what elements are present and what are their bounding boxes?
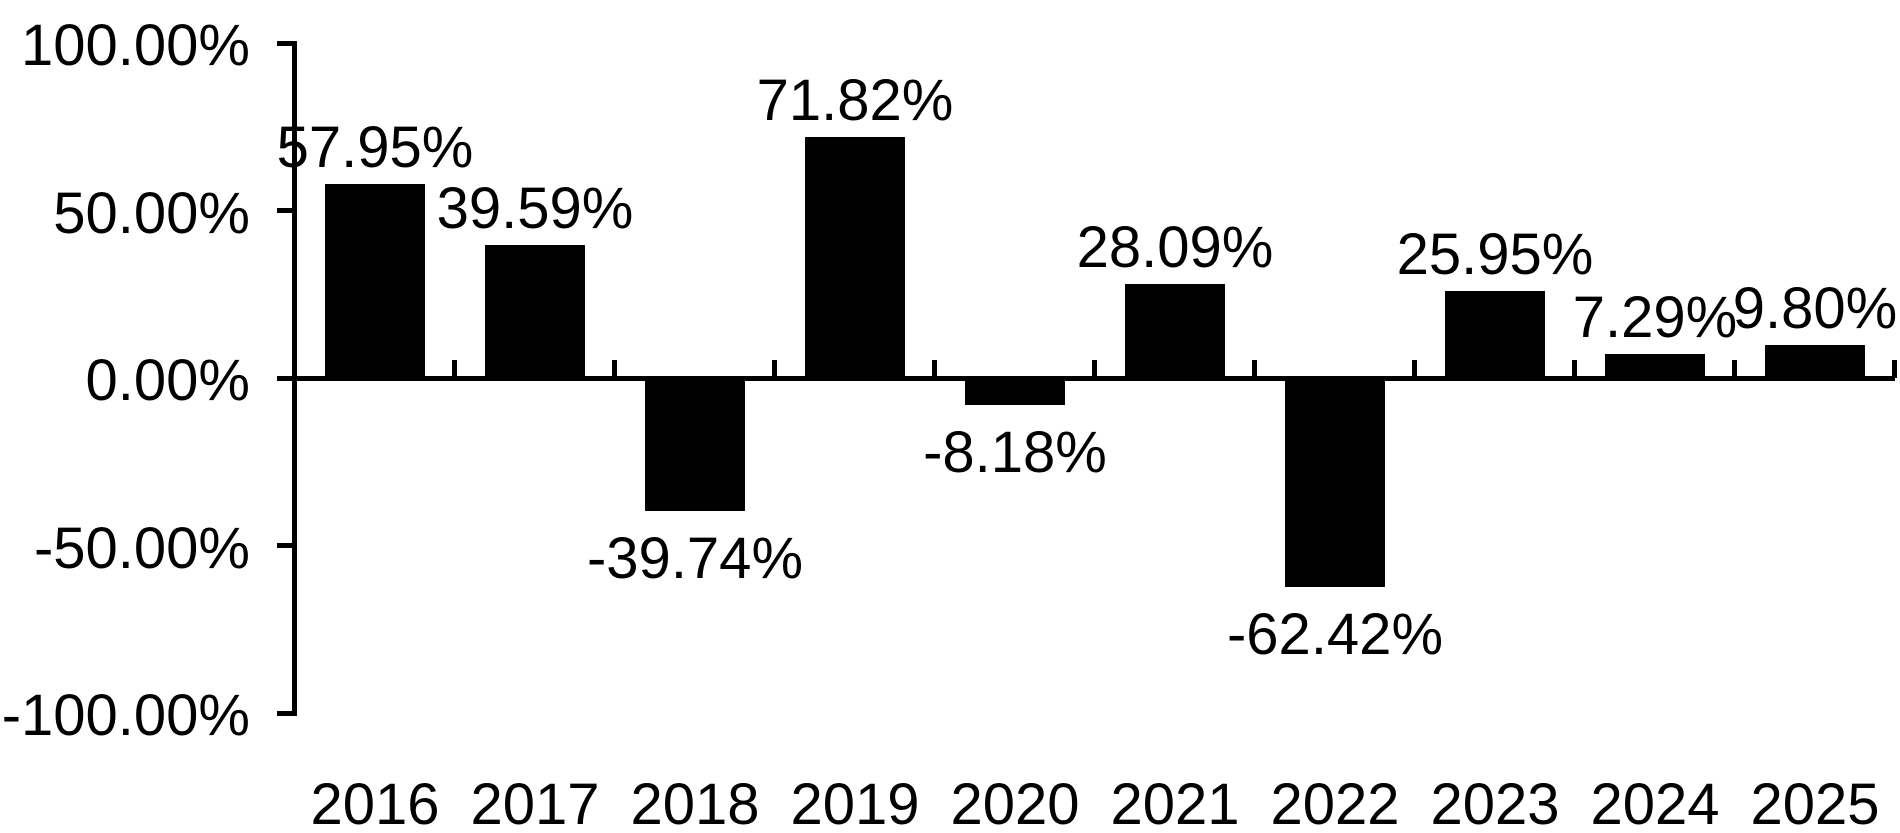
x-tick-label-2022: 2022: [1270, 772, 1400, 833]
x-boundary-tick-6: [1252, 360, 1257, 378]
bar-2021: [1125, 284, 1225, 378]
x-boundary-tick-10: [1892, 360, 1897, 378]
y-axis-label-100: 100.00%: [21, 13, 250, 78]
x-boundary-tick-9: [1732, 360, 1737, 378]
bar-label-2024: 7.29%: [1572, 285, 1738, 350]
x-tick-label-2016: 2016: [310, 772, 440, 833]
x-boundary-tick-4: [932, 360, 937, 378]
bar-label-2017: 39.59%: [436, 176, 634, 241]
x-tick-label-2018: 2018: [630, 772, 760, 833]
x-tick-label-2021: 2021: [1110, 772, 1240, 833]
x-boundary-tick-5: [1092, 360, 1097, 378]
bar-label-2021: 28.09%: [1076, 215, 1274, 280]
bar-label-2022: -62.42%: [1226, 602, 1444, 667]
bar-2017: [485, 245, 585, 378]
bar-2019: [805, 137, 905, 378]
bar-2024: [1605, 354, 1705, 378]
x-tick-label-2017: 2017: [470, 772, 600, 833]
x-tick-label-2025: 2025: [1750, 772, 1880, 833]
bar-2023: [1445, 291, 1545, 378]
bar-label-2025: 9.80%: [1732, 276, 1898, 341]
bar-2020: [965, 378, 1065, 405]
y-axis-label-50: 50.00%: [53, 181, 250, 246]
y-tick-100: [277, 41, 295, 46]
y-axis-label--100: -100.00%: [1, 683, 250, 748]
x-boundary-tick-3: [772, 360, 777, 378]
y-tick-50: [277, 208, 295, 213]
x-axis-line: [295, 376, 1895, 381]
y-tick--100: [277, 711, 295, 716]
x-tick-label-2020: 2020: [950, 772, 1080, 833]
bar-2016: [325, 184, 425, 378]
bar-label-2016: 57.95%: [276, 115, 474, 180]
x-tick-label-2023: 2023: [1430, 772, 1560, 833]
x-boundary-tick-1: [452, 360, 457, 378]
bar-2022: [1285, 378, 1385, 587]
x-boundary-tick-8: [1572, 360, 1577, 378]
y-tick--50: [277, 543, 295, 548]
bar-2025: [1765, 345, 1865, 378]
y-axis-label-0: 0.00%: [85, 348, 250, 413]
y-tick-0: [277, 376, 295, 381]
x-boundary-tick-2: [612, 360, 617, 378]
x-tick-label-2024: 2024: [1590, 772, 1720, 833]
bar-label-2019: 71.82%: [756, 68, 954, 133]
x-boundary-tick-7: [1412, 360, 1417, 378]
bar-2018: [645, 378, 745, 511]
x-tick-label-2019: 2019: [790, 772, 920, 833]
bar-label-2018: -39.74%: [586, 526, 804, 591]
bar-label-2020: -8.18%: [923, 420, 1107, 485]
bar-label-2023: 25.95%: [1396, 222, 1594, 287]
y-axis-label--50: -50.00%: [33, 516, 250, 581]
